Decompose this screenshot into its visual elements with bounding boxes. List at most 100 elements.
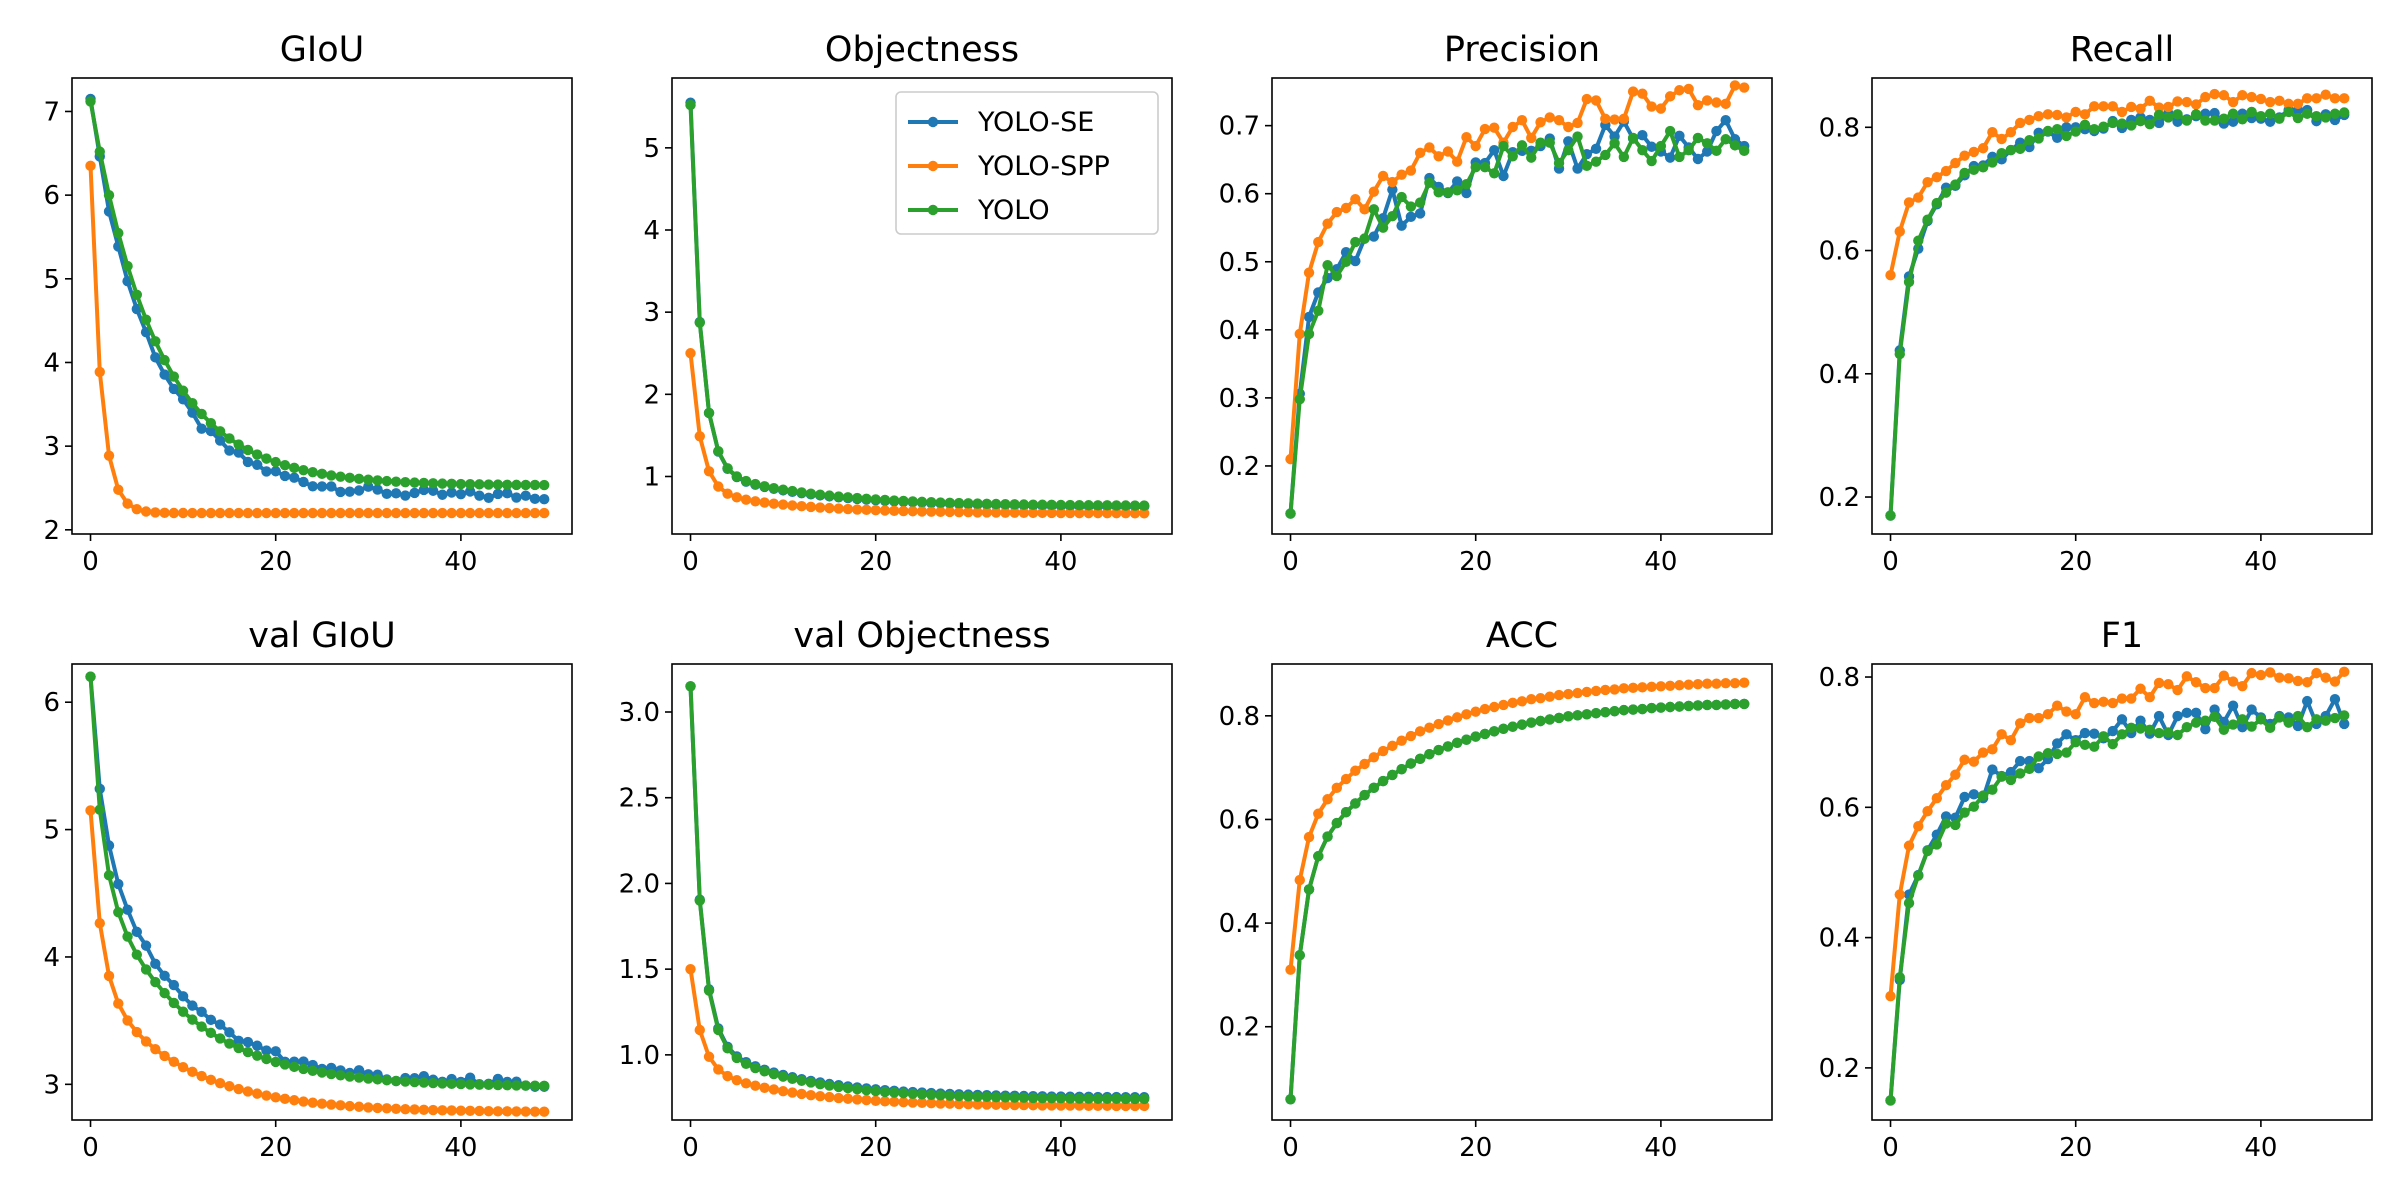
data-point (1913, 192, 1924, 203)
data-point (1350, 236, 1361, 248)
data-point (1572, 163, 1583, 174)
data-point (205, 1027, 217, 1039)
x-tick-label: 0 (1882, 547, 1899, 577)
data-point (455, 478, 467, 490)
data-point (916, 1089, 928, 1100)
data-point (483, 492, 494, 503)
data-point (935, 1090, 946, 1101)
data-point (2144, 119, 2155, 130)
data-point (1894, 226, 1905, 237)
data-point (224, 1081, 235, 1092)
legend-marker (927, 160, 939, 172)
data-point (879, 1086, 891, 1098)
data-point (1303, 267, 1315, 278)
data-point (2339, 666, 2350, 678)
data-point (113, 878, 124, 890)
data-point (2209, 115, 2220, 126)
data-point (2014, 117, 2026, 129)
data-point (270, 1046, 281, 1057)
data-point (2292, 710, 2304, 722)
data-point (529, 507, 541, 519)
data-point (520, 1106, 531, 1117)
data-point (2126, 722, 2137, 734)
data-point (1618, 704, 1630, 716)
data-point (1368, 231, 1380, 242)
data-point (1544, 112, 1555, 123)
data-point (1609, 705, 1620, 717)
data-point (2200, 115, 2211, 126)
data-point (2051, 132, 2063, 143)
data-point (150, 1043, 161, 1055)
x-tick-label: 20 (859, 547, 892, 577)
data-point (409, 477, 420, 488)
data-point (94, 918, 105, 929)
data-point (2329, 108, 2341, 119)
data-point (1368, 186, 1380, 197)
data-point (2301, 695, 2313, 707)
data-point (1396, 191, 1407, 203)
data-point (113, 998, 124, 1009)
data-point (851, 1083, 863, 1095)
data-point (1461, 734, 1472, 745)
data-point (2172, 116, 2183, 127)
data-point (2227, 116, 2239, 127)
plot-area (1885, 88, 2350, 521)
data-point (1479, 161, 1491, 173)
subplot-acc: ACC 0 20 40 0.2 0.4 0.6 0.8 (1219, 616, 1773, 1163)
data-point (2339, 93, 2350, 104)
subplot-val-objectness: val Objectness 0 20 40 1.0 1.5 2.0 2.5 3.0 (619, 616, 1173, 1163)
data-point (2264, 722, 2276, 734)
data-point (750, 478, 761, 490)
data-point (2181, 96, 2193, 108)
data-point (824, 1080, 835, 1091)
data-point (539, 1080, 550, 1092)
data-point (787, 485, 798, 497)
plot-area (85, 671, 550, 1117)
data-point (2126, 693, 2137, 704)
data-point (1074, 507, 1085, 519)
data-point (2237, 714, 2248, 725)
data-point (1027, 507, 1039, 519)
data-point (437, 507, 448, 519)
data-point (1037, 499, 1048, 510)
x-tick-label: 40 (2244, 1133, 2277, 1163)
data-point (261, 1090, 272, 1101)
data-point (474, 479, 485, 490)
data-point (759, 1082, 770, 1093)
data-point (205, 507, 217, 519)
data-point (1655, 103, 1667, 114)
data-point (926, 497, 937, 508)
subplot-title: ACC (1486, 616, 1558, 656)
data-point (2024, 114, 2035, 126)
data-point (316, 1067, 328, 1078)
data-point (1046, 1100, 1057, 1111)
data-point (1977, 747, 1989, 758)
data-point (2033, 111, 2044, 122)
data-point (990, 1092, 1002, 1103)
data-point (2301, 721, 2313, 733)
data-point (1424, 748, 1435, 760)
data-point (1294, 874, 1305, 886)
data-point (1340, 202, 1352, 214)
data-point (1544, 714, 1555, 725)
data-point (492, 488, 504, 500)
data-point (335, 507, 346, 519)
data-point (2339, 718, 2350, 730)
data-point (2107, 697, 2118, 709)
data-point (372, 507, 383, 519)
data-point (409, 1076, 420, 1088)
data-point (1489, 122, 1500, 133)
data-point (113, 227, 124, 239)
data-point (759, 497, 770, 508)
data-point (1903, 897, 1915, 909)
data-point (1396, 169, 1407, 180)
data-point (1572, 710, 1583, 721)
data-point (289, 462, 300, 474)
data-point (400, 1076, 411, 1087)
subplot-giou: GIoU 0 20 40 2 3 4 5 6 7 (43, 30, 573, 577)
series-line (688, 686, 1145, 1101)
data-point (214, 1019, 226, 1030)
data-point (1581, 709, 1593, 720)
data-point (140, 1036, 152, 1047)
